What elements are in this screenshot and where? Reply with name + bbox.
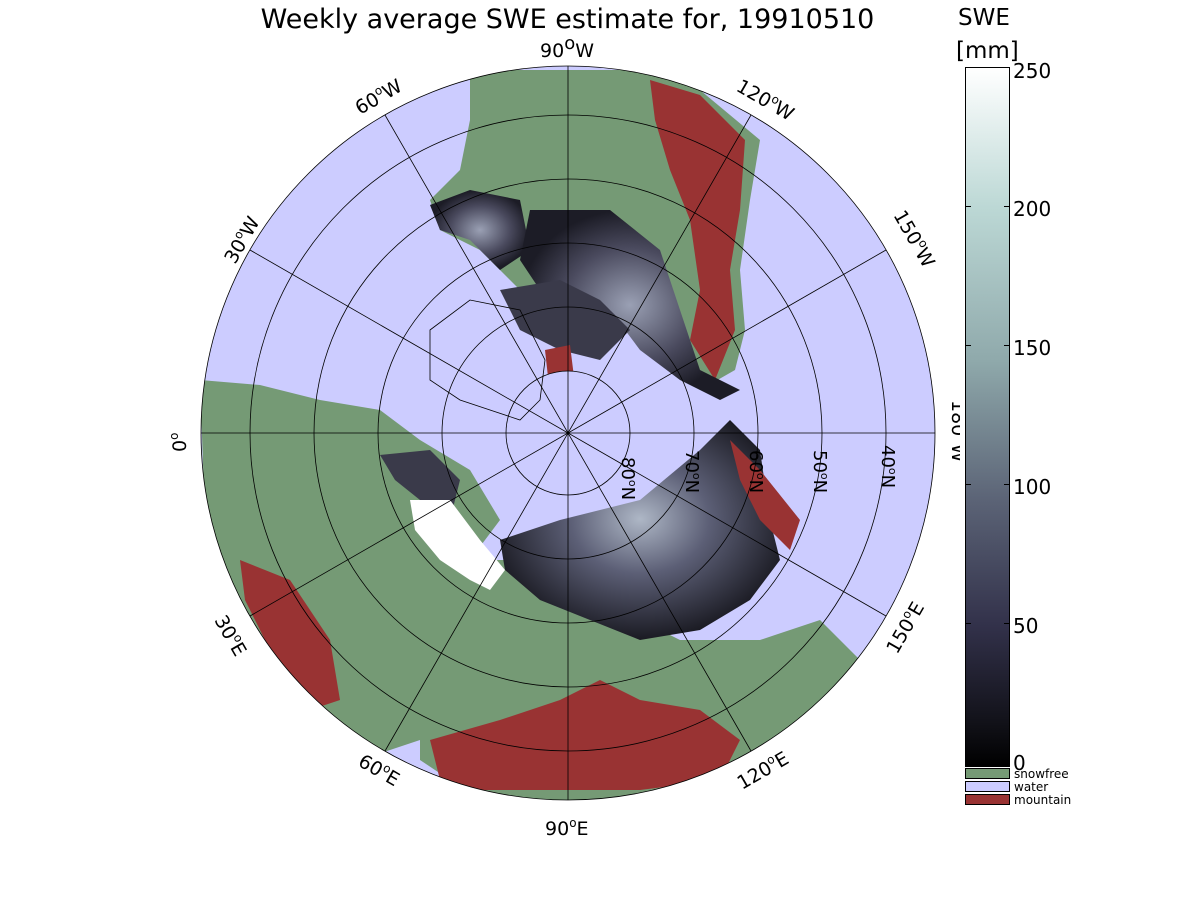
high-swe-region (410, 500, 505, 590)
meridian-150-330 (249, 249, 887, 617)
polar-map: 90oW 60oW 30oW 120oW 150oW 180oW 0o 30oE… (167, 33, 960, 840)
lon-label-150w: 150oW (889, 206, 941, 272)
legend-swatch-water (965, 781, 1010, 792)
far-east-mountains (730, 440, 800, 550)
lat-label-40n: 40oN (877, 445, 899, 488)
canada-north-snow (520, 210, 740, 400)
colorbar-tick-label: 0 (1013, 751, 1026, 775)
lon-label-30e: 30oE (210, 611, 253, 661)
swe-colorbar (965, 67, 1010, 767)
greenland-outline (429, 299, 546, 421)
colorbar-unit: [mm] (956, 38, 1019, 64)
legend-label-snowfree: snowfree (1014, 767, 1069, 781)
siberia-snow (500, 420, 780, 640)
asia-mountains (430, 680, 740, 790)
legend-swatch-snowfree (965, 768, 1010, 779)
canada-snow (430, 190, 530, 270)
colorbar-tick-label: 250 (1013, 59, 1052, 83)
lat-label-80n: 80oN (617, 457, 639, 500)
lon-label-180w: 180oW (947, 400, 960, 463)
rockies-mountain (650, 80, 745, 380)
colorbar-tick-label: 200 (1013, 197, 1052, 221)
arctic-islands-snow (500, 280, 630, 360)
map-title: Weekly average SWE estimate for, 1991051… (260, 4, 875, 35)
colorbar-tick-label: 100 (1013, 475, 1052, 499)
colorbar-tick-label: 150 (1013, 336, 1052, 360)
europe-mountains (240, 560, 340, 710)
legend-label-mountain: mountain (1014, 793, 1072, 807)
legend-label-water: water (1014, 780, 1049, 794)
colorbar-title: SWE (958, 5, 1010, 31)
lon-label-90w: 90oW (540, 33, 594, 62)
lat-label-60n: 60oN (745, 450, 767, 493)
colorbar-tick-label: 50 (1013, 614, 1039, 638)
lon-label-0: 0o (167, 433, 191, 452)
legend-swatch-mountain (965, 794, 1010, 805)
lon-label-90e: 90oE (545, 816, 589, 840)
lat-label-70n: 70oN (681, 450, 703, 493)
lat-label-50n: 50oN (809, 450, 831, 493)
